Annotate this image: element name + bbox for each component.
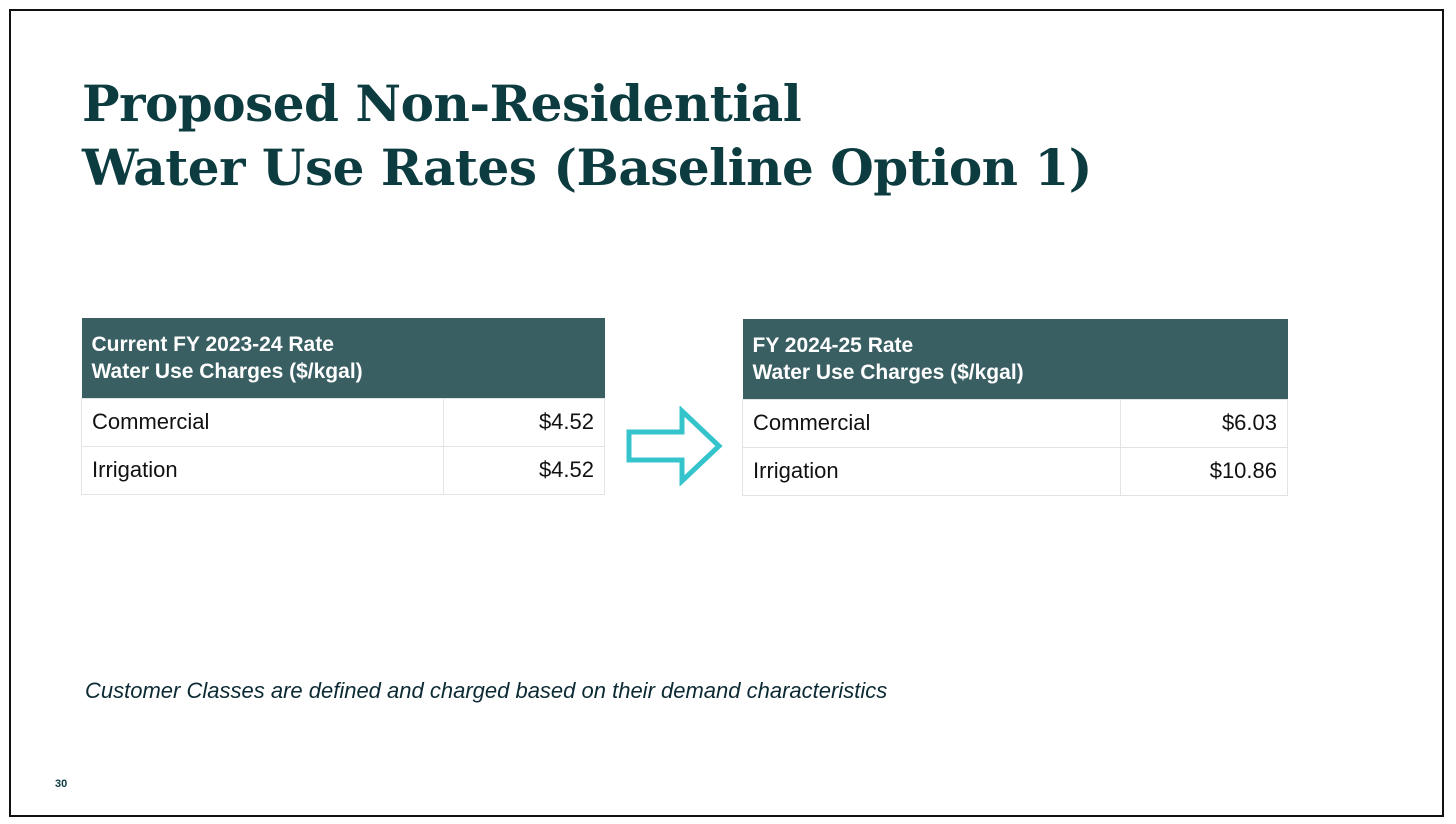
table-row: Commercial $6.03 bbox=[742, 398, 1288, 448]
current-table-header: Current FY 2023-24 Rate Water Use Charge… bbox=[81, 318, 605, 398]
row-label: Irrigation bbox=[81, 445, 444, 495]
table-row: Commercial $4.52 bbox=[81, 397, 605, 447]
title-line-2: Water Use Rates (Baseline Option 1) bbox=[82, 138, 1092, 197]
row-label: Commercial bbox=[742, 398, 1121, 448]
proposed-table-header: FY 2024-25 Rate Water Use Charges ($/kga… bbox=[742, 319, 1288, 399]
current-header-line-2: Water Use Charges ($/kgal) bbox=[91, 359, 363, 383]
table-header-row: FY 2024-25 Rate Water Use Charges ($/kga… bbox=[742, 319, 1288, 399]
proposed-header-line-2: Water Use Charges ($/kgal) bbox=[752, 360, 1024, 384]
row-label: Commercial bbox=[81, 397, 444, 447]
proposed-rate-table: FY 2024-25 Rate Water Use Charges ($/kga… bbox=[742, 319, 1288, 496]
page-number: 30 bbox=[55, 778, 68, 790]
row-value: $10.86 bbox=[1120, 446, 1288, 496]
title-line-1: Proposed Non-Residential bbox=[82, 74, 802, 133]
row-value: $4.52 bbox=[443, 397, 605, 447]
table-header-row: Current FY 2023-24 Rate Water Use Charge… bbox=[81, 318, 605, 398]
row-value: $4.52 bbox=[443, 445, 605, 495]
right-arrow-icon bbox=[626, 406, 723, 486]
current-header-line-1: Current FY 2023-24 Rate bbox=[91, 332, 334, 356]
table-row: Irrigation $10.86 bbox=[742, 446, 1288, 496]
footnote: Customer Classes are defined and charged… bbox=[85, 678, 888, 703]
current-rate-table: Current FY 2023-24 Rate Water Use Charge… bbox=[81, 318, 605, 495]
table-row: Irrigation $4.52 bbox=[81, 445, 605, 495]
proposed-header-line-1: FY 2024-25 Rate bbox=[752, 333, 914, 357]
page-title: Proposed Non-Residential Water Use Rates… bbox=[82, 72, 1092, 200]
row-label: Irrigation bbox=[742, 446, 1121, 496]
row-value: $6.03 bbox=[1120, 398, 1288, 448]
